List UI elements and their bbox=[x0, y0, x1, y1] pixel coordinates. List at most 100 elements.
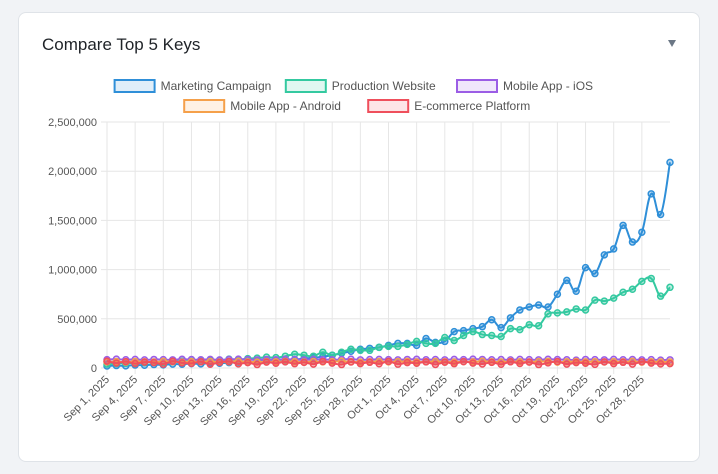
data-point bbox=[609, 294, 618, 302]
data-point bbox=[441, 333, 449, 342]
legend-swatch bbox=[456, 79, 498, 93]
data-point bbox=[563, 308, 571, 316]
data-point bbox=[347, 345, 355, 354]
data-point bbox=[337, 360, 346, 369]
data-point bbox=[525, 303, 533, 311]
data-point bbox=[638, 228, 646, 236]
data-point bbox=[215, 358, 224, 367]
data-point bbox=[609, 245, 618, 253]
data-point bbox=[478, 330, 487, 339]
data-point bbox=[487, 331, 496, 340]
data-point bbox=[666, 158, 674, 167]
data-point bbox=[225, 357, 233, 366]
data-point bbox=[365, 346, 374, 355]
data-point bbox=[656, 210, 665, 219]
y-tick-label: 1,500,000 bbox=[48, 215, 97, 227]
data-point bbox=[450, 359, 458, 368]
data-point bbox=[525, 358, 533, 366]
data-point bbox=[112, 359, 121, 367]
legend-item[interactable]: E-commerce Platform bbox=[367, 99, 530, 113]
data-point bbox=[469, 327, 477, 336]
data-point bbox=[422, 358, 430, 366]
data-point bbox=[459, 357, 468, 366]
data-point bbox=[300, 358, 308, 367]
data-point bbox=[140, 358, 149, 366]
data-point bbox=[506, 358, 515, 366]
data-point bbox=[272, 359, 280, 368]
data-point bbox=[375, 343, 383, 352]
dropdown-toggle[interactable] bbox=[668, 40, 676, 47]
data-point bbox=[412, 337, 421, 346]
data-point bbox=[506, 314, 515, 322]
data-point bbox=[563, 276, 571, 285]
y-tick-label: 2,000,000 bbox=[48, 166, 97, 178]
data-point bbox=[516, 306, 524, 314]
data-point bbox=[581, 359, 590, 368]
data-point bbox=[487, 358, 496, 367]
data-point bbox=[619, 221, 627, 230]
data-point bbox=[290, 359, 299, 368]
data-point bbox=[656, 292, 665, 300]
legend-swatch bbox=[367, 99, 410, 113]
data-point bbox=[244, 358, 252, 367]
data-point bbox=[516, 325, 524, 334]
data-point bbox=[150, 358, 158, 367]
data-point bbox=[638, 277, 646, 286]
legend-item[interactable]: Marketing Campaign bbox=[113, 79, 272, 93]
data-point bbox=[497, 360, 505, 369]
data-point bbox=[253, 360, 261, 369]
data-point bbox=[553, 309, 562, 317]
legend-label: Mobile App - Android bbox=[230, 99, 341, 113]
data-point bbox=[638, 357, 646, 366]
data-point bbox=[234, 360, 243, 368]
data-point bbox=[487, 316, 496, 324]
legend-item[interactable]: Mobile App - iOS bbox=[456, 79, 593, 93]
y-tick-label: 2,500,000 bbox=[48, 117, 97, 129]
data-point bbox=[628, 360, 637, 368]
data-point bbox=[403, 358, 412, 367]
data-point bbox=[431, 360, 440, 369]
data-point bbox=[319, 348, 327, 357]
data-point bbox=[497, 323, 505, 332]
data-point bbox=[384, 357, 393, 366]
data-point bbox=[178, 359, 186, 367]
data-point bbox=[506, 324, 515, 333]
data-point bbox=[187, 359, 196, 368]
data-point bbox=[534, 301, 543, 309]
legend-label: Mobile App - iOS bbox=[503, 79, 593, 93]
data-point bbox=[309, 360, 318, 368]
data-point bbox=[516, 359, 524, 368]
chart-title: Compare Top 5 Keys bbox=[42, 35, 200, 54]
data-point bbox=[422, 339, 430, 348]
data-point bbox=[600, 358, 609, 366]
data-point bbox=[206, 360, 214, 369]
data-point bbox=[497, 332, 505, 341]
data-point bbox=[591, 269, 599, 278]
data-point bbox=[478, 360, 487, 368]
data-point bbox=[103, 357, 111, 365]
y-tick-label: 0 bbox=[91, 363, 97, 375]
data-point bbox=[544, 310, 552, 318]
data-point bbox=[581, 306, 590, 314]
data-point bbox=[450, 327, 458, 336]
card bbox=[18, 12, 700, 462]
data-point bbox=[647, 190, 655, 198]
legend-swatch bbox=[113, 79, 156, 93]
data-point bbox=[544, 303, 552, 311]
data-point bbox=[628, 238, 637, 246]
legend-item[interactable]: Mobile App - Android bbox=[183, 99, 341, 113]
data-point bbox=[600, 251, 609, 259]
data-point bbox=[347, 358, 355, 366]
legend-swatch bbox=[183, 99, 226, 113]
data-point bbox=[572, 358, 580, 367]
data-point bbox=[262, 358, 271, 366]
data-point bbox=[572, 287, 580, 295]
data-point bbox=[525, 320, 533, 329]
data-point bbox=[619, 358, 627, 367]
data-point bbox=[553, 357, 562, 366]
data-point bbox=[131, 359, 139, 368]
legend-item[interactable]: Production Website bbox=[284, 79, 436, 93]
y-tick-label: 500,000 bbox=[57, 314, 97, 326]
data-point bbox=[319, 357, 327, 366]
